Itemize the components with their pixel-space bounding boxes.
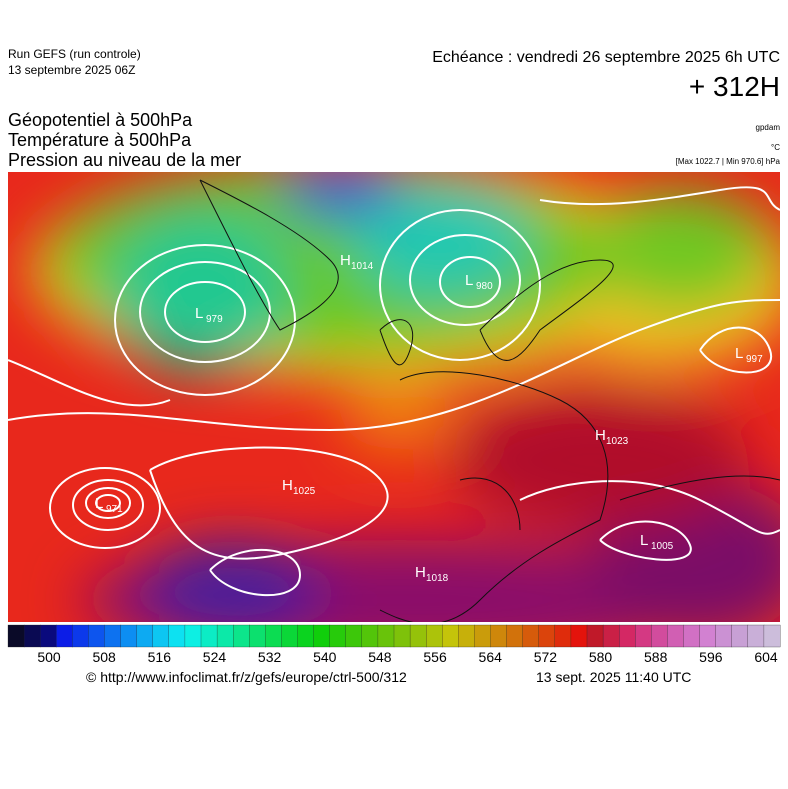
scale-label: 540 xyxy=(313,649,337,665)
system-kind: L xyxy=(735,345,743,362)
scale-label: 500 xyxy=(37,649,61,665)
scale-swatch xyxy=(554,624,572,648)
scale-swatch xyxy=(763,624,781,648)
run: Run GEFS (run controle) xyxy=(8,47,141,61)
scale-swatch xyxy=(377,624,395,648)
scale-swatch xyxy=(683,624,701,648)
scale-swatch xyxy=(345,624,363,648)
system-value: 980 xyxy=(476,281,493,292)
scale-swatch xyxy=(715,624,733,648)
scale-label: 564 xyxy=(479,649,503,665)
system-kind: L xyxy=(640,532,648,549)
scale-swatch xyxy=(281,624,298,648)
scale-swatch xyxy=(619,624,636,648)
scale-swatch xyxy=(361,624,379,648)
scale-label: 508 xyxy=(92,649,116,665)
scale-label: 516 xyxy=(148,649,172,665)
map xyxy=(8,172,780,622)
system-kind: L xyxy=(465,272,473,289)
scale-swatch xyxy=(329,624,347,648)
scale-swatch xyxy=(442,624,459,648)
valid-time: Echéance : vendredi 26 septembre 2025 6h… xyxy=(432,49,780,66)
system-kind: H xyxy=(595,427,606,444)
scale-label: 604 xyxy=(754,649,778,665)
scale-swatch xyxy=(200,624,218,648)
system-value: 971 xyxy=(106,504,123,515)
field: Température à 500hPa xyxy=(8,130,192,150)
scale-swatch xyxy=(88,624,105,648)
scale-swatch xyxy=(586,624,604,648)
scale-swatch xyxy=(168,624,186,648)
system-value: 997 xyxy=(746,354,763,365)
unit: gpdam xyxy=(756,123,781,132)
scale-swatch xyxy=(506,624,524,648)
scale-swatch xyxy=(538,624,556,648)
system-value: 1014 xyxy=(351,261,374,272)
scale-swatch xyxy=(731,624,749,648)
scale-swatch xyxy=(7,624,25,648)
scale-swatch xyxy=(184,624,202,648)
system-kind: H xyxy=(282,477,293,494)
lead-time: + 312H xyxy=(689,71,780,102)
scale-label: 580 xyxy=(589,649,613,665)
scale-swatch xyxy=(152,624,170,648)
scale-label: 532 xyxy=(258,649,282,665)
scale-swatch xyxy=(23,624,41,648)
scale-swatch xyxy=(249,624,266,648)
system-value: 979 xyxy=(206,314,223,325)
system-value: 1025 xyxy=(293,486,316,497)
system-value: 1005 xyxy=(651,541,674,552)
system-kind: L xyxy=(95,495,103,512)
scale-label: 596 xyxy=(699,649,723,665)
scale-label: 548 xyxy=(368,649,392,665)
footer-source: © http://www.infoclimat.fr/z/gefs/europe… xyxy=(86,669,407,685)
unit: °C xyxy=(771,143,780,152)
scale-swatch xyxy=(393,624,411,648)
system-value: 1018 xyxy=(426,573,449,584)
scale-swatch xyxy=(426,624,443,648)
scale-swatch xyxy=(635,624,652,648)
scale-swatch xyxy=(602,624,620,648)
scale-swatch xyxy=(570,624,588,648)
scale-swatch xyxy=(216,624,234,648)
field: Pression au niveau de la mer xyxy=(8,150,241,170)
scale-label: 556 xyxy=(423,649,447,665)
footer-time: 13 sept. 2025 11:40 UTC xyxy=(536,669,691,685)
scale-swatch xyxy=(474,624,491,648)
scale-label: 572 xyxy=(534,649,558,665)
system-value: 1023 xyxy=(606,436,629,447)
scale-swatch xyxy=(297,624,315,648)
scale-swatch xyxy=(522,624,540,648)
scale-label: 524 xyxy=(203,649,227,665)
scale-swatch xyxy=(72,624,89,648)
scale-swatch xyxy=(747,624,765,648)
scale-swatch xyxy=(313,624,331,648)
scale-swatch xyxy=(265,624,282,648)
field: Géopotentiel à 500hPa xyxy=(8,110,193,130)
system-kind: H xyxy=(415,564,426,581)
scale-swatch xyxy=(233,624,250,648)
scale-swatch xyxy=(409,624,427,648)
scale-swatch xyxy=(104,624,122,648)
scale-swatch xyxy=(56,624,73,648)
scale-swatch xyxy=(667,624,684,648)
scale-swatch xyxy=(699,624,717,648)
scale-label: 588 xyxy=(644,649,668,665)
scale-swatch xyxy=(490,624,508,648)
scale-swatch xyxy=(458,624,475,648)
scale-swatch xyxy=(120,624,138,648)
scale-swatch xyxy=(40,624,57,648)
range: [Max 1022.7 | Min 970.6] hPa xyxy=(676,157,781,166)
scale-swatch xyxy=(651,624,668,648)
scale-swatch xyxy=(136,624,154,648)
run-date: 13 septembre 2025 06Z xyxy=(8,63,135,77)
system-kind: H xyxy=(340,252,351,269)
system-kind: L xyxy=(195,305,203,322)
